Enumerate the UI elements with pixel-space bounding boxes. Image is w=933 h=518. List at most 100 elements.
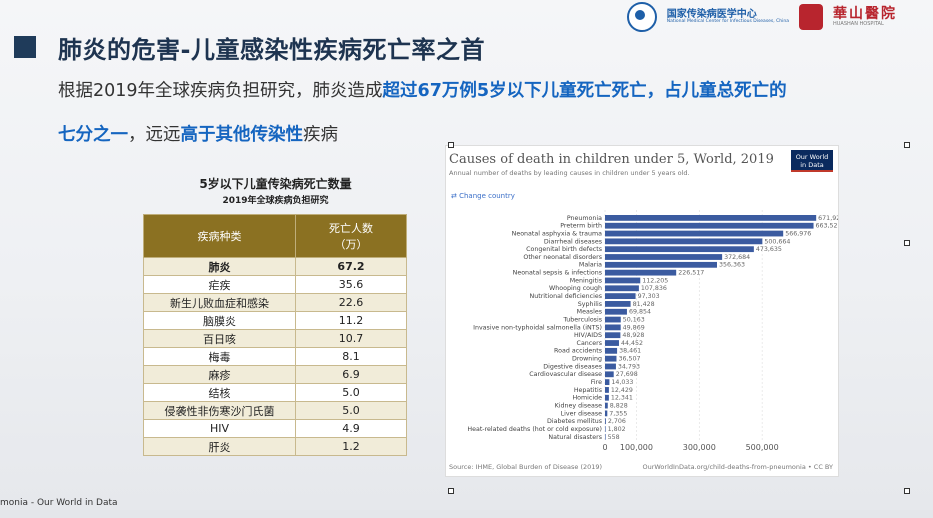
bar (605, 433, 606, 440)
resize-handle-br[interactable] (904, 488, 910, 494)
x-tick-label: 300,000 (683, 443, 716, 452)
category-label: Kidney disease (555, 402, 603, 409)
owid-badge-line2: in Data (800, 161, 824, 169)
table-cell-disease: 肝炎 (143, 437, 296, 456)
table-row: 麻疹 6.9 (143, 365, 407, 384)
value-label: 372,684 (724, 254, 750, 261)
huashan-name: 華山醫院 (833, 5, 897, 22)
value-label: 97,303 (638, 293, 660, 300)
table-cell-deaths: 4.9 (295, 419, 407, 438)
table-cell-deaths: 5.0 (295, 401, 407, 420)
bar (605, 355, 617, 362)
resize-handle-r[interactable] (904, 240, 910, 246)
category-label: Measles (577, 309, 602, 316)
body-line-1: 根据2019年全球疾病负担研究，肺炎造成超过67万例5岁以下儿童死亡死亡，占儿童… (58, 77, 787, 102)
table-cell-deaths: 5.0 (295, 383, 407, 402)
table-cell-disease: 新生儿败血症和感染 (143, 293, 296, 312)
bar (605, 324, 621, 331)
table-cell-disease: 百日咳 (143, 329, 296, 348)
table-cell-deaths: 67.2 (295, 257, 407, 276)
bar (605, 402, 608, 409)
table-row: 结核 5.0 (143, 383, 407, 402)
value-label: 558 (608, 434, 620, 441)
category-label: Whooping cough (549, 285, 602, 292)
x-tick-label: 500,000 (746, 443, 779, 452)
body-highlight: 七分之一 (58, 125, 128, 145)
table-cell-disease: HIV (143, 419, 296, 438)
bar (605, 261, 717, 268)
table-cell-disease: 肺炎 (143, 257, 296, 276)
table-cell-deaths: 6.9 (295, 365, 407, 384)
table-row: 肝炎 1.2 (143, 437, 407, 456)
category-label: Preterm birth (560, 223, 602, 230)
value-label: 2,706 (608, 418, 626, 425)
table-cell-deaths: 11.2 (295, 311, 407, 330)
value-label: 566,976 (785, 230, 811, 237)
table-cell-disease: 结核 (143, 383, 296, 402)
table-title: 5岁以下儿童传染病死亡数量 (199, 177, 352, 191)
bar (605, 277, 641, 284)
table-body: 肺炎 67.2 疟疾 35.6 新生儿败血症和感染 22.6 脑膜炎 11.2 百日咳 10.7 梅… (143, 257, 407, 456)
category-label: Liver disease (561, 410, 602, 417)
value-label: 34,793 (618, 363, 640, 370)
bar (605, 215, 817, 221)
x-tick-label: 0 (602, 443, 607, 452)
value-label: 81,428 (633, 301, 655, 308)
category-label: Neonatal sepsis & infections (513, 270, 602, 277)
bar (605, 387, 609, 393)
category-label: Nutritional deficiencies (530, 293, 602, 300)
value-label: 356,363 (719, 262, 745, 269)
body-text: ，远远 (128, 125, 181, 145)
bar (605, 301, 631, 307)
table-cell-disease: 梅毒 (143, 347, 296, 366)
value-label: 69,854 (629, 309, 651, 316)
bar (605, 363, 616, 370)
national-center-logo-icon (626, 2, 657, 32)
category-label: Diabetes mellitus (547, 418, 602, 425)
bar (605, 316, 621, 323)
bar (605, 347, 618, 354)
resize-handle-tl[interactable] (448, 142, 454, 148)
bar (605, 269, 677, 276)
change-country-link[interactable]: ⇄ Change country (451, 192, 515, 200)
category-label: Natural disasters (548, 434, 602, 441)
table-cell-disease: 脑膜炎 (143, 311, 296, 330)
table-row: HIV 4.9 (143, 419, 407, 438)
table-row: 肺炎 67.2 (143, 257, 407, 276)
value-label: 14,033 (611, 379, 633, 386)
owid-badge-icon (791, 150, 833, 172)
category-label: Road accidents (554, 348, 602, 355)
title-bullet-icon (14, 36, 36, 58)
category-label: Homicide (572, 395, 602, 402)
resize-handle-bl[interactable] (448, 488, 454, 494)
bar (605, 418, 606, 425)
bar (605, 394, 609, 401)
category-label: Drowning (572, 356, 602, 363)
value-label: 12,341 (611, 395, 633, 402)
resize-handle-tr[interactable] (904, 142, 910, 148)
chart-svg: Causes of death in children under 5, Wor… (449, 150, 844, 471)
bar (605, 222, 814, 229)
chart-source: Source: IHME, Global Burden of Disease (… (449, 463, 602, 471)
value-label: 500,664 (764, 238, 790, 245)
category-label: HIV/AIDS (574, 332, 602, 339)
value-label: 671,928 (818, 215, 838, 222)
owid-badge-stripe (791, 170, 833, 172)
body-highlight: 高于其他传染性 (180, 125, 304, 145)
category-label: Pneumonia (567, 215, 602, 222)
category-label: Cancers (577, 340, 602, 347)
category-label: Digestive diseases (543, 363, 602, 370)
chart-credit: OurWorldInData.org/child-deaths-from-pne… (642, 463, 833, 471)
category-label: Meningitis (570, 277, 602, 284)
logos: 国家传染病医学中心 National Medical Center for In… (626, 2, 897, 32)
value-label: 50,163 (623, 316, 645, 323)
value-label: 107,836 (641, 285, 667, 292)
table-row: 梅毒 8.1 (143, 347, 407, 366)
value-label: 38,461 (619, 348, 641, 355)
table-row: 脑膜炎 11.2 (143, 311, 407, 330)
national-center-name-en: National Medical Center for Infectious D… (666, 19, 789, 25)
body-text: 根据2019年全球疾病负担研究，肺炎造成 (58, 81, 383, 101)
bar (605, 285, 639, 292)
national-center-logo-text: 国家传染病医学中心 National Medical Center for In… (667, 9, 789, 25)
